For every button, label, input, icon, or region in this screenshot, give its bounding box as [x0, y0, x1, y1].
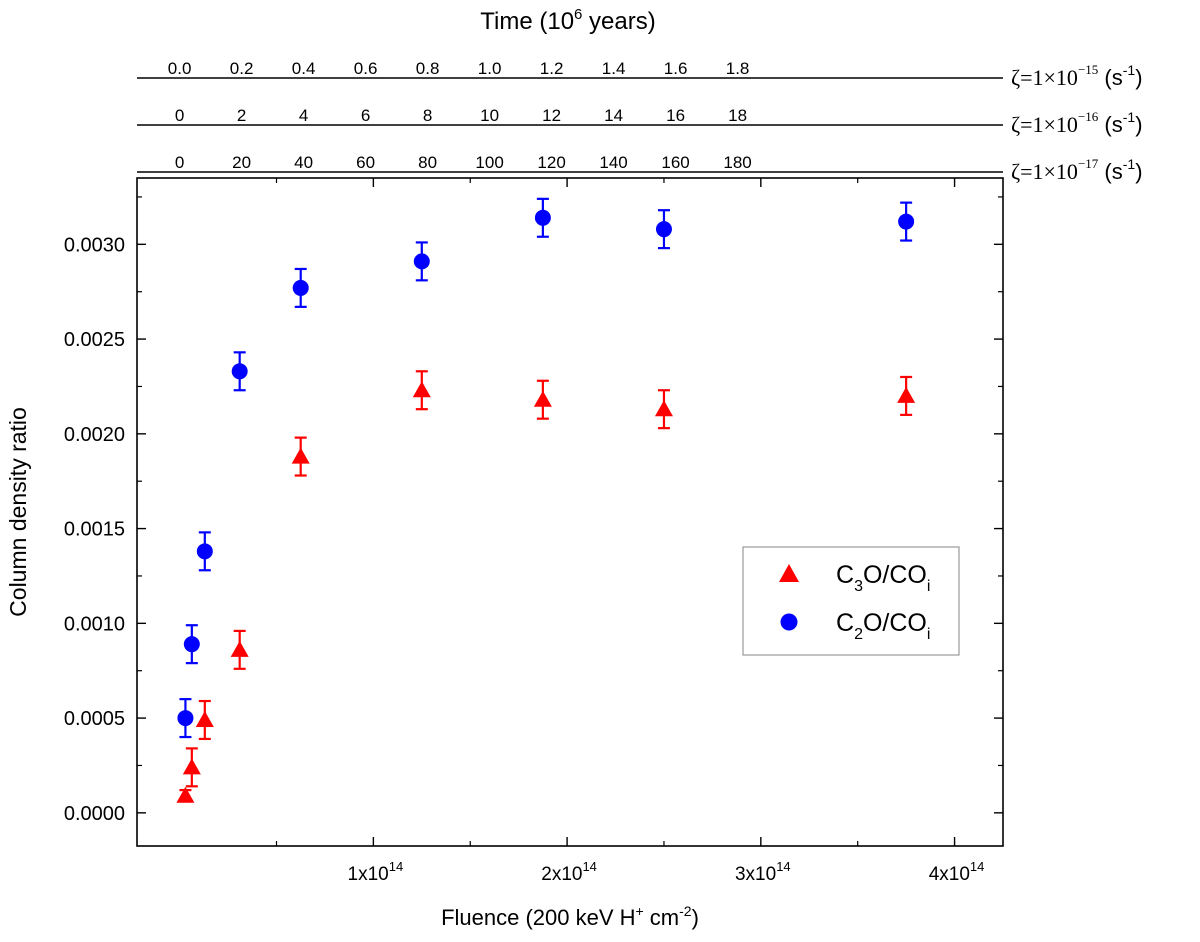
x-axis-title: Fluence (200 keV H+ cm-2) — [441, 903, 699, 930]
top-axis-tick-label: 0.4 — [292, 59, 316, 78]
data-point-triangle — [230, 640, 249, 657]
legend-box — [742, 546, 960, 656]
top-axis-zeta-label: ζ=1×10−16 (s-1) — [1011, 109, 1143, 137]
top-axis-tick-label: 0.8 — [416, 59, 440, 78]
x-tick-label: 3x1014 — [735, 859, 791, 885]
x-tick-label: 4x1014 — [929, 859, 985, 885]
data-point-circle — [196, 543, 213, 560]
top-axis-tick-label: 1.2 — [540, 59, 564, 78]
top-axis-tick-label: 1.4 — [602, 59, 626, 78]
data-point-circle — [183, 636, 200, 653]
top-axis-tick-label: 2 — [237, 106, 246, 125]
data-point-triangle — [195, 710, 214, 727]
x-tick-label: 1x1014 — [348, 859, 404, 885]
top-axis-tick-label: 1.0 — [478, 59, 502, 78]
data-point-triangle — [176, 786, 195, 803]
top-axis-title: Time (106 years) — [480, 6, 656, 35]
data-point-circle — [413, 253, 430, 270]
top-axis-tick-label: 20 — [232, 153, 251, 172]
y-tick-label: 0.0015 — [64, 519, 125, 541]
data-point-circle — [292, 279, 309, 296]
y-tick-label: 0.0020 — [64, 424, 125, 446]
data-point-circle — [898, 213, 915, 230]
data-point-circle — [177, 710, 194, 727]
data-point-triangle — [654, 400, 673, 417]
top-axis-zeta-label: ζ=1×10−17 (s-1) — [1011, 156, 1143, 184]
top-axis-tick-label: 40 — [294, 153, 313, 172]
top-axis-tick-label: 4 — [299, 106, 308, 125]
top-axis-tick-label: 60 — [356, 153, 375, 172]
data-point-circle — [534, 209, 551, 226]
series-c3o — [176, 370, 916, 803]
top-axis-tick-label: 0.2 — [230, 59, 254, 78]
data-point-triangle — [412, 381, 431, 398]
y-tick-label: 0.0005 — [64, 708, 125, 730]
data-point-triangle — [897, 386, 916, 403]
top-axis-tick-label: 100 — [475, 153, 503, 172]
top-axis-zeta-label: ζ=1×10−15 (s-1) — [1011, 62, 1143, 90]
top-axis-tick-label: 0 — [175, 153, 184, 172]
top-axis-tick-label: 180 — [723, 153, 751, 172]
legend-label: C3O/COi — [836, 561, 930, 595]
top-axis-tick-label: 80 — [418, 153, 437, 172]
legend-marker-circle — [780, 613, 798, 631]
x-tick-label: 2x1014 — [541, 859, 597, 885]
data-point-triangle — [182, 758, 201, 775]
data-point-triangle — [291, 447, 310, 464]
plot-frame — [136, 177, 1004, 847]
top-axis-tick-label: 160 — [661, 153, 689, 172]
top-axis-tick-label: 12 — [542, 106, 561, 125]
top-axis-tick-label: 18 — [728, 106, 747, 125]
top-axis-tick-label: 10 — [480, 106, 499, 125]
top-axis-tick-label: 0.6 — [354, 59, 378, 78]
series-c2o — [177, 197, 915, 739]
top-axis-tick-label: 6 — [361, 106, 370, 125]
top-axis-tick-label: 120 — [537, 153, 565, 172]
data-point-circle — [231, 363, 248, 380]
top-axis-tick-label: 8 — [423, 106, 432, 125]
y-tick-label: 0.0010 — [64, 613, 125, 635]
data-point-triangle — [533, 390, 552, 407]
top-axis-tick-label: 16 — [666, 106, 685, 125]
legend-marker-triangle — [779, 564, 799, 582]
y-tick-label: 0.0025 — [64, 329, 125, 351]
data-point-circle — [655, 221, 672, 238]
top-axis-tick-label: 1.8 — [726, 59, 750, 78]
y-tick-label: 0.0030 — [64, 234, 125, 256]
top-axis-tick-label: 14 — [604, 106, 623, 125]
y-tick-label: 0.0000 — [64, 803, 125, 825]
legend-label: C2O/COi — [836, 609, 930, 643]
top-axis-tick-label: 1.6 — [664, 59, 688, 78]
top-axis-tick-label: 0.0 — [168, 59, 192, 78]
top-axis-tick-label: 0 — [175, 106, 184, 125]
top-axis-tick-label: 140 — [599, 153, 627, 172]
y-axis-title: Column density ratio — [5, 407, 31, 617]
